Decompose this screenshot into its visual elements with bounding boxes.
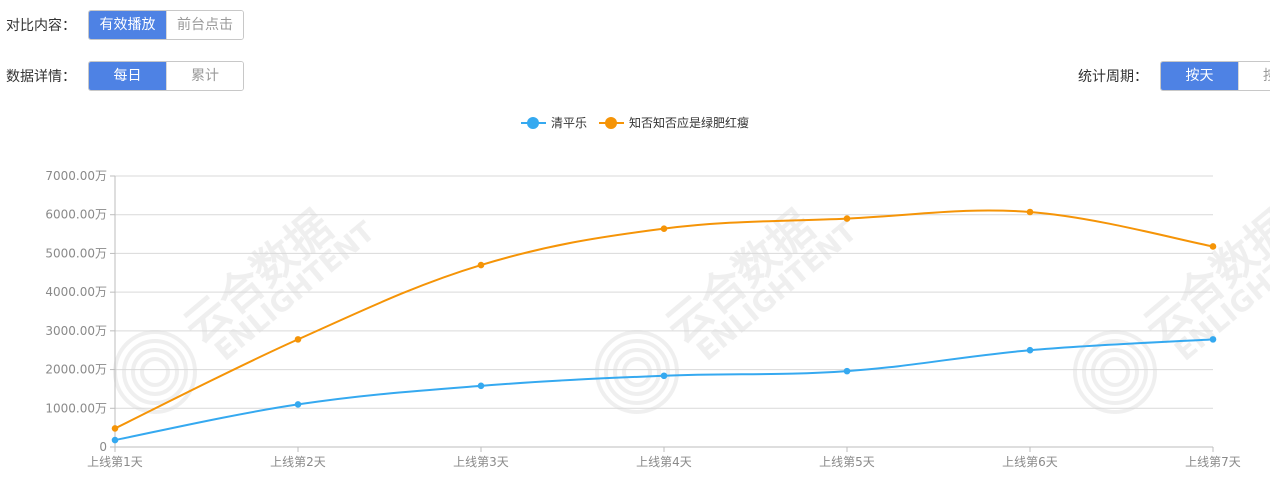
data-point-s1-3 — [477, 382, 485, 390]
legend-marker-series2 — [599, 116, 624, 130]
legend-label-series2: 知否知否应是绿肥红瘦 — [629, 116, 750, 130]
chart-legend: 清平乐 知否知否应是绿肥红瘦 — [0, 114, 1270, 131]
legend-item-series2[interactable]: 知否知否应是绿肥红瘦 — [599, 114, 749, 131]
period-control: 按天 按周 — [1160, 61, 1270, 91]
compare-option-foreground-click[interactable]: 前台点击 — [166, 11, 243, 39]
y-tick-label: 6000.00万 — [45, 208, 107, 222]
x-axis: 上线第1天 上线第2天 上线第3天 上线第4天 上线第5天 上线第6天 上线第7天 — [87, 447, 1241, 469]
period-segment: 按天 按周 — [1160, 61, 1270, 91]
data-point-s1-2 — [294, 401, 302, 408]
compare-control: 对比内容： 有效播放 前台点击 — [6, 10, 244, 40]
x-tick-label: 上线第7天 — [1185, 455, 1241, 469]
y-tick-label: 2000.00万 — [45, 363, 107, 377]
y-tick-label: 0 — [99, 440, 107, 454]
y-tick-label: 4000.00万 — [45, 285, 107, 299]
watermark-ring — [1100, 357, 1130, 387]
y-tick-label: 7000.00万 — [45, 169, 107, 183]
x-tick-label: 上线第4天 — [636, 455, 692, 469]
data-point-s2-5 — [843, 215, 851, 222]
data-point-s2-3 — [477, 261, 485, 269]
watermark-text-cn: 云合数据 — [174, 201, 342, 353]
x-tick-label: 上线第2天 — [270, 455, 326, 469]
watermark-text-en: ENLIGHTENT — [1168, 215, 1270, 368]
y-tick-label: 3000.00万 — [45, 324, 107, 338]
data-point-s2-7 — [1209, 243, 1217, 250]
watermark-ring — [595, 330, 679, 414]
data-point-s2-2 — [294, 336, 302, 343]
data-point-s1-1 — [111, 436, 119, 444]
grid-lines — [115, 175, 1213, 448]
watermark-ring — [113, 330, 197, 414]
compare-segment: 有效播放 前台点击 — [88, 10, 244, 40]
watermark-ring — [1082, 339, 1148, 405]
compare-label: 对比内容： — [6, 18, 76, 34]
x-tick-label: 上线第6天 — [1002, 455, 1058, 469]
data-point-s2-4 — [660, 225, 668, 232]
series-points — [111, 208, 1217, 444]
series-line-2 — [114, 209, 1214, 430]
legend-marker-series1 — [520, 116, 546, 130]
watermark-ring — [140, 357, 170, 387]
detail-option-cumulative[interactable]: 累计 — [166, 62, 243, 90]
period-label: 统计周期： — [1078, 69, 1148, 85]
data-point-s2-1 — [111, 425, 119, 432]
x-tick-label: 上线第3天 — [453, 455, 509, 469]
watermark-ring — [131, 348, 179, 396]
data-point-s1-7 — [1209, 336, 1217, 343]
detail-segment: 每日 累计 — [88, 61, 244, 91]
watermark-ring — [604, 339, 670, 405]
watermark-ring — [1091, 348, 1139, 396]
watermark-text-cn: 云合数据 — [1134, 201, 1270, 353]
y-axis: 0 1000.00万 2000.00万 3000.00万 4000.00万 5000.00… — [45, 169, 116, 454]
series-lines — [114, 209, 1214, 442]
watermark-ring — [1073, 330, 1157, 414]
compare-option-valid-play[interactable]: 有效播放 — [89, 11, 166, 39]
data-point-s1-4 — [660, 372, 668, 380]
detail-control: 数据详情： 每日 累计 — [6, 61, 244, 91]
y-tick-label: 1000.00万 — [45, 401, 107, 415]
data-point-s1-5 — [843, 367, 851, 375]
period-option-day[interactable]: 按天 — [1161, 62, 1238, 90]
data-point-s2-6 — [1026, 208, 1034, 216]
legend-label-series1: 清平乐 — [550, 116, 587, 130]
y-tick-label: 5000.00万 — [45, 246, 107, 260]
x-tick-label: 上线第1天 — [87, 455, 143, 469]
detail-label: 数据详情： — [6, 69, 76, 85]
watermark-ring — [122, 339, 188, 405]
legend-item-series1[interactable]: 清平乐 — [520, 114, 587, 131]
watermark-ring — [622, 357, 652, 387]
detail-option-daily[interactable]: 每日 — [89, 62, 166, 90]
watermark-text-en: ENLIGHTENT — [208, 215, 381, 368]
watermark-ring — [613, 348, 661, 396]
period-option-week[interactable]: 按周 — [1238, 62, 1270, 90]
series-line-1 — [114, 338, 1214, 442]
x-tick-label: 上线第5天 — [819, 455, 875, 469]
data-point-s1-6 — [1026, 346, 1034, 354]
watermark-text-cn: 云合数据 — [656, 201, 824, 353]
watermark-text-en: ENLIGHTENT — [690, 215, 863, 368]
